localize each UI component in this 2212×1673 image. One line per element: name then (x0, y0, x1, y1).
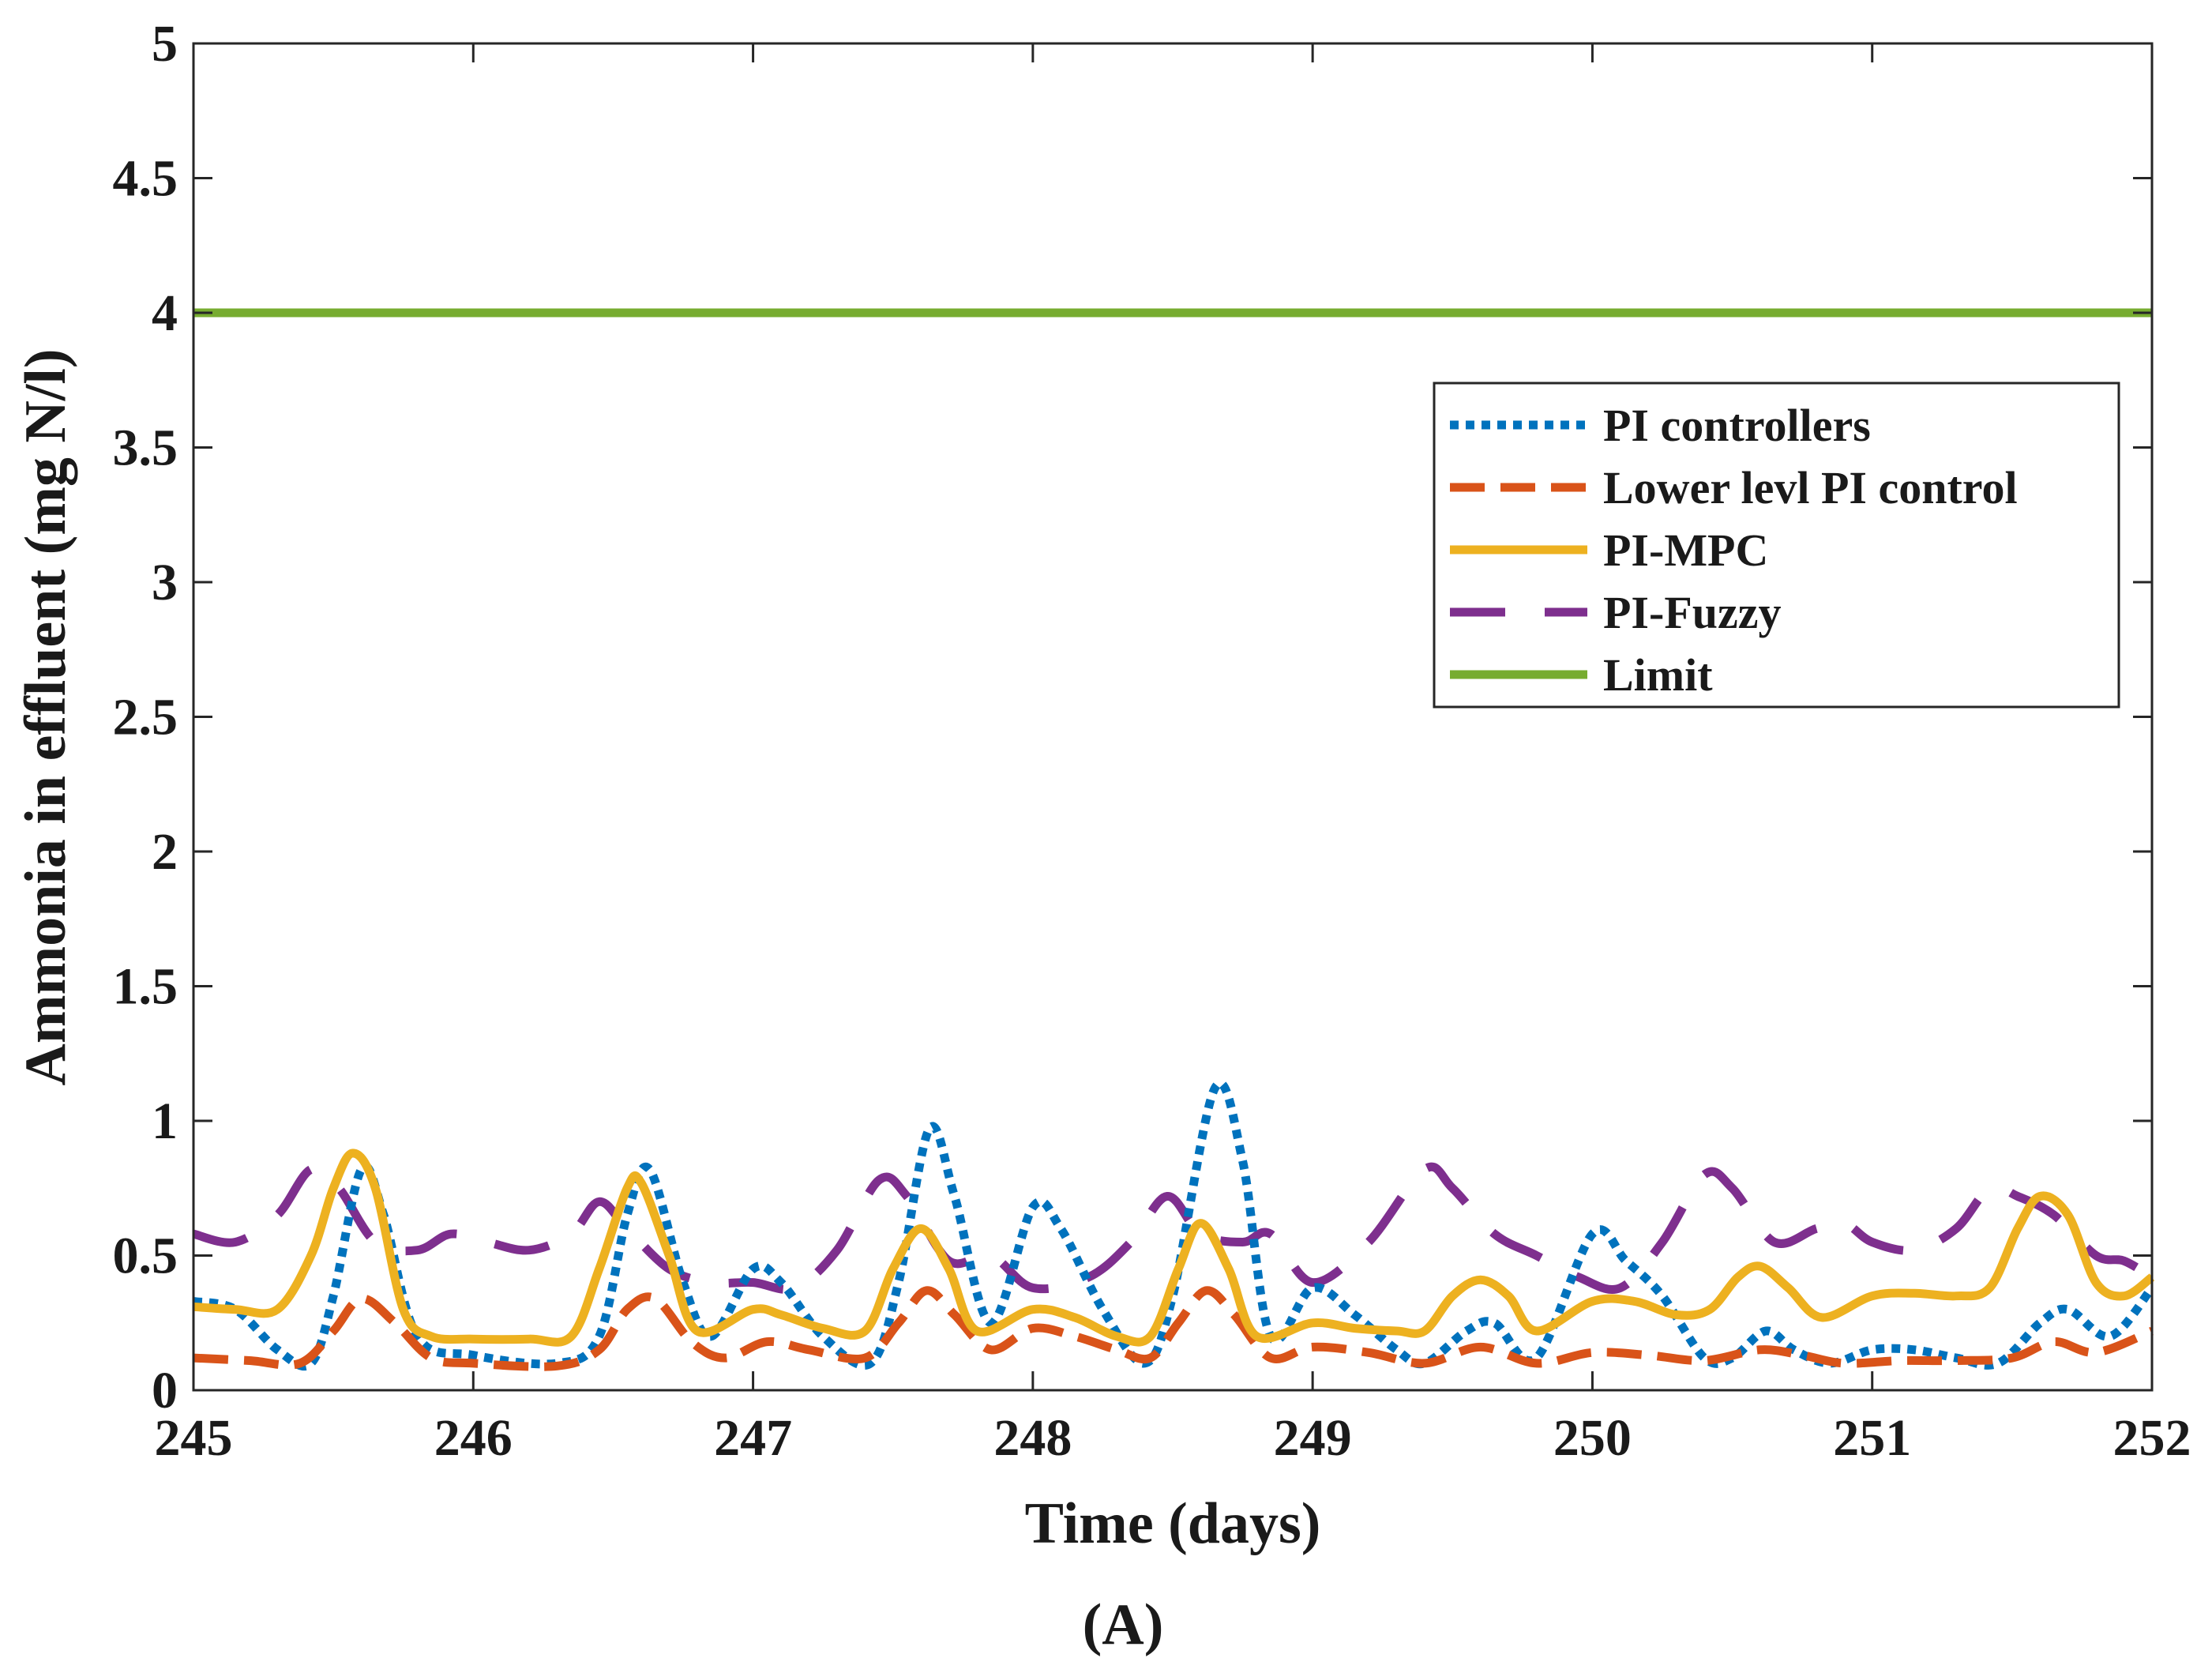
plot-area (193, 43, 2152, 1390)
x-tick-label: 250 (1553, 1409, 1632, 1467)
legend: PI controllers Lower levl PI control PI-MP… (1433, 382, 2120, 709)
y-tick-label: 1 (152, 1092, 178, 1150)
legend-box (1433, 382, 2120, 709)
y-tick-label: 4 (152, 284, 178, 342)
x-tick-label: 245 (155, 1409, 233, 1467)
y-tick-label: 0 (152, 1362, 178, 1419)
series-line-lower-levl-pi-control (193, 1286, 2154, 1371)
legend-label: PI-Fuzzy (1603, 587, 1782, 638)
y-tick-label: 2.5 (113, 689, 178, 746)
x-tick-label: 247 (714, 1409, 792, 1467)
y-tick-label: 3 (152, 554, 178, 611)
y-tick-label: 5 (152, 15, 178, 73)
tick-layer: 245 246 247 248 249 250 251 252 0 0.5 1 1.5 2 2.5 3 3.5… (113, 15, 2191, 1467)
x-axis-title: Time (days) (1025, 1491, 1321, 1556)
y-tick-label: 2 (152, 823, 178, 881)
y-tick-label: 1.5 (113, 958, 178, 1016)
x-tick-label: 248 (993, 1409, 1072, 1467)
y-tick-label: 4.5 (113, 150, 178, 208)
panel-label: (A) (1083, 1592, 1164, 1657)
legend-label: Limit (1603, 649, 1713, 701)
series-line-pi-fuzzy (192, 1162, 2154, 1294)
y-axis-title: Ammonia in effluent (mg N/l) (13, 348, 78, 1085)
x-tick-label: 246 (434, 1409, 513, 1467)
x-tick-label: 251 (1833, 1409, 1911, 1467)
y-tick-label: 3.5 (113, 419, 178, 477)
legend-entries: PI controllers Lower levl PI control PI-MP… (1450, 400, 2018, 701)
y-tick-label: 0.5 (113, 1227, 178, 1285)
legend-label: Lower levl PI control (1603, 462, 2018, 513)
legend-label: PI-MPC (1603, 524, 1768, 576)
legend-label: PI controllers (1603, 400, 1871, 451)
x-tick-label: 252 (2113, 1409, 2191, 1467)
series-layer (192, 308, 2156, 1371)
series-line-pi-mpc (193, 1149, 2155, 1347)
x-tick-label: 249 (1274, 1409, 1352, 1467)
